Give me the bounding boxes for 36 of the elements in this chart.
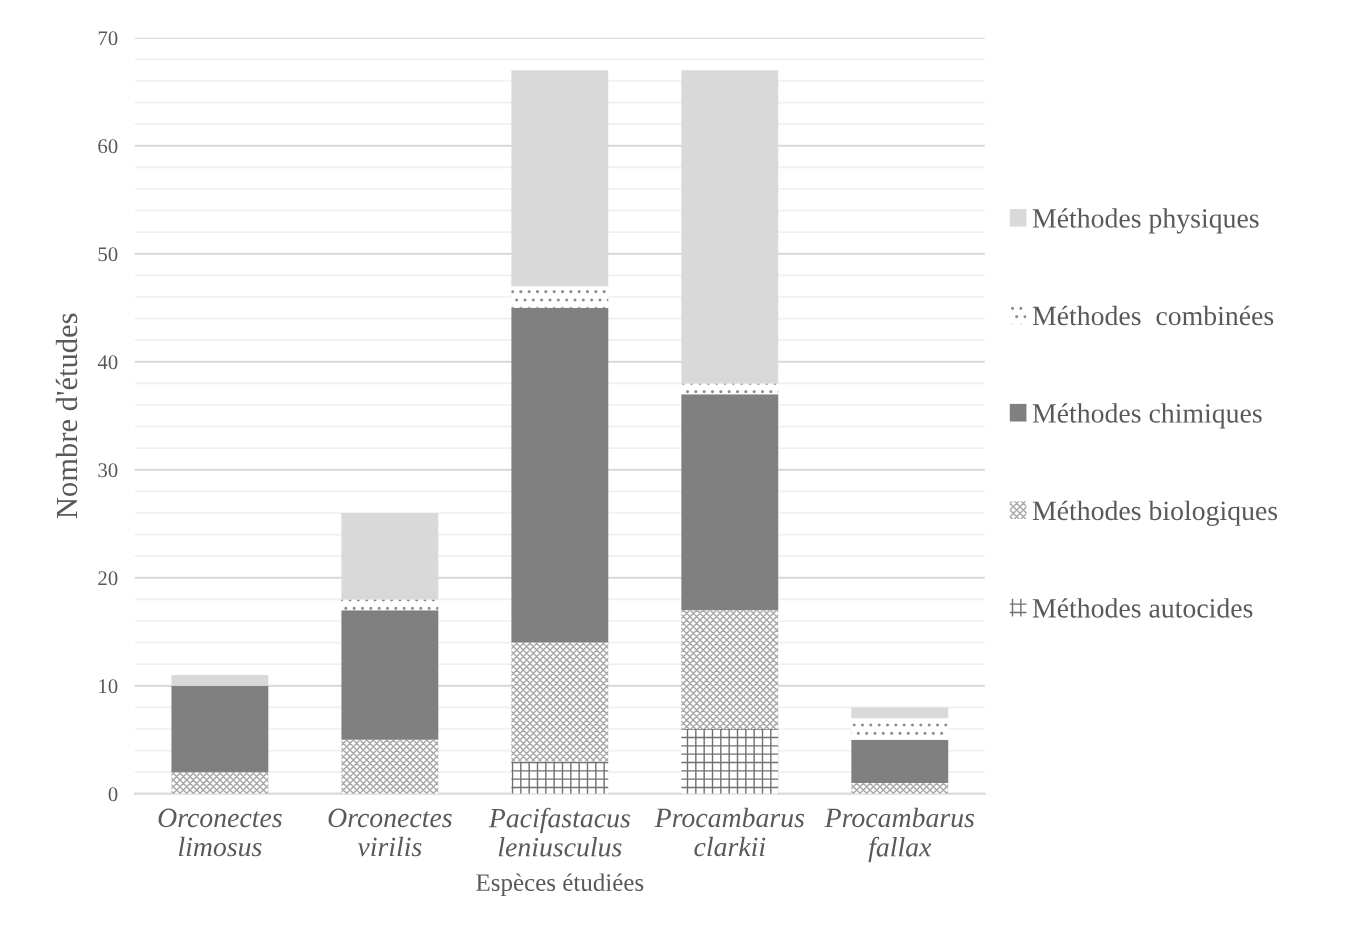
bar xyxy=(341,599,439,611)
y-tick-label: 50 xyxy=(98,247,118,262)
bar xyxy=(681,383,779,395)
x-tick-label: Pacifastacus leniusculus xyxy=(488,807,630,857)
legend-label: Méthodes physiques xyxy=(1032,208,1259,234)
legend-label: Méthodes autocides xyxy=(1032,598,1253,618)
bar xyxy=(851,739,949,783)
x-tick-label: Orconectes virilis xyxy=(328,808,452,857)
y-tick-label: 0 xyxy=(108,787,118,802)
bar xyxy=(171,685,269,773)
bar xyxy=(681,729,779,794)
bar xyxy=(511,761,609,794)
y-tick-label: 30 xyxy=(98,463,118,478)
y-tick-label: 10 xyxy=(99,679,118,694)
x-tick-label: Procambarus fallax xyxy=(824,807,975,863)
y-tick-label: 60 xyxy=(98,139,118,154)
x-axis-title: Espèces étudiées xyxy=(476,873,644,897)
y-axis-title: Nombre d'études xyxy=(55,313,78,519)
x-tick-label: Orconectes limosus xyxy=(158,808,282,857)
legend-label: Méthodes biologiques xyxy=(1032,500,1278,526)
bar xyxy=(851,707,949,719)
y-tick-label: 20 xyxy=(98,571,118,586)
bar xyxy=(681,610,779,729)
bar xyxy=(851,718,949,740)
bar xyxy=(851,783,949,794)
bar xyxy=(511,307,609,643)
y-tick-label: 70 xyxy=(98,31,118,46)
x-tick-label: Procambarus clarkii xyxy=(654,807,805,857)
bar xyxy=(511,642,609,762)
y-tick-label: 40 xyxy=(97,355,118,370)
bar xyxy=(341,739,439,794)
legend-label: Méthodes chimiques xyxy=(1032,403,1262,429)
legend-label: Méthodes combinées xyxy=(1032,305,1274,326)
bar xyxy=(681,394,779,611)
bar xyxy=(171,772,269,794)
bar xyxy=(341,610,439,740)
